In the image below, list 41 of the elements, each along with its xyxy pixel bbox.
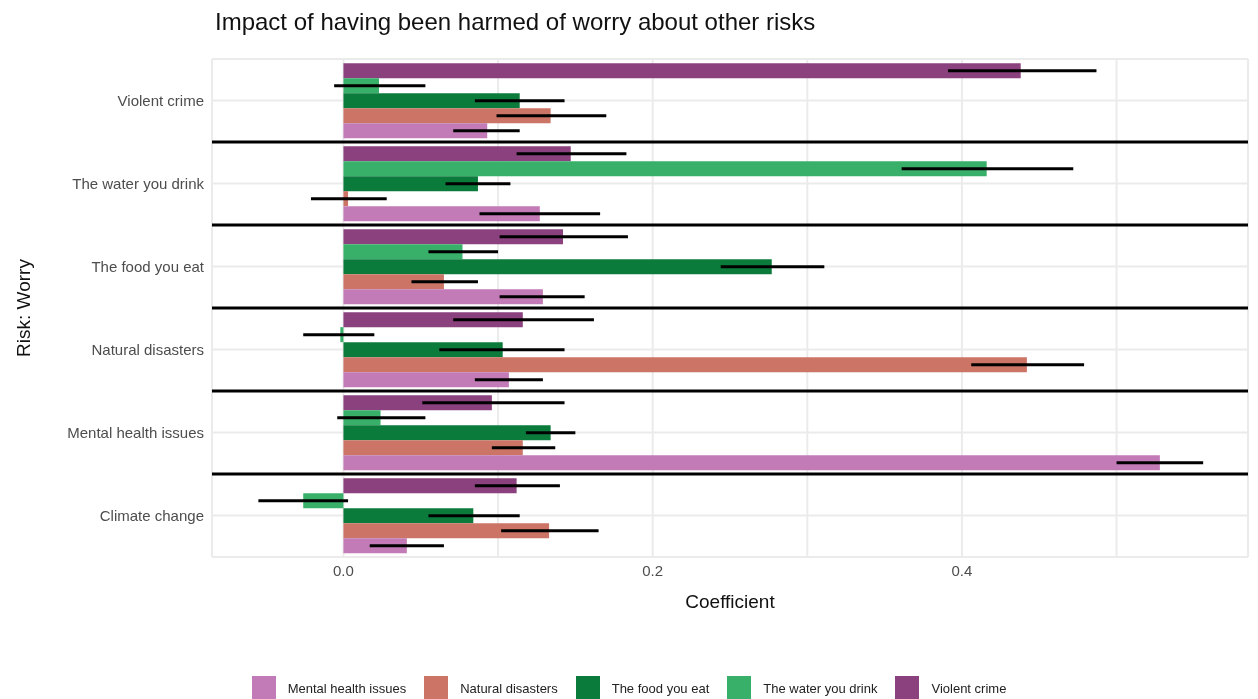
bar [343,478,517,494]
x-tick-label: 0.4 [951,561,973,579]
chart-title: Impact of having been harmed of worry about other risks [215,8,816,36]
bar [343,455,1160,471]
bar [343,342,503,358]
bar [343,229,563,245]
bar [343,93,520,109]
bar [343,372,509,388]
y-tick-label: The water you drink [72,174,205,192]
bar [343,161,987,177]
y-tick-label: The food you eat [91,257,205,275]
legend-label: The food you eat [611,680,710,696]
bar [343,244,463,260]
bar [343,206,540,222]
bar [343,259,772,275]
legend-label: Violent crime [931,680,1007,696]
bar [343,425,551,441]
bar [343,63,1021,79]
bar [343,274,444,290]
y-tick-label: Violent crime [117,91,204,109]
bar [343,108,551,124]
y-tick-label: Natural disasters [91,340,204,358]
bar [343,176,478,192]
bar [343,440,523,456]
bar [343,146,571,162]
x-tick-label: 0.0 [333,561,354,579]
y-tick-label: Climate change [99,506,204,524]
bar [343,523,550,539]
bar [343,508,474,524]
legend-label: The water you drink [763,680,878,696]
y-tick-label: Mental health issues [67,423,204,441]
y-axis-title: Risk: Worry [13,258,34,357]
bar [343,123,488,139]
bar [343,357,1027,373]
legend-label: Mental health issues [287,680,407,696]
legend-label: Natural disasters [460,680,558,696]
bar [343,289,543,305]
x-tick-label: 0.2 [642,561,664,579]
bar [343,395,492,411]
x-axis-title: Coefficient [685,591,776,613]
bar [343,312,523,328]
